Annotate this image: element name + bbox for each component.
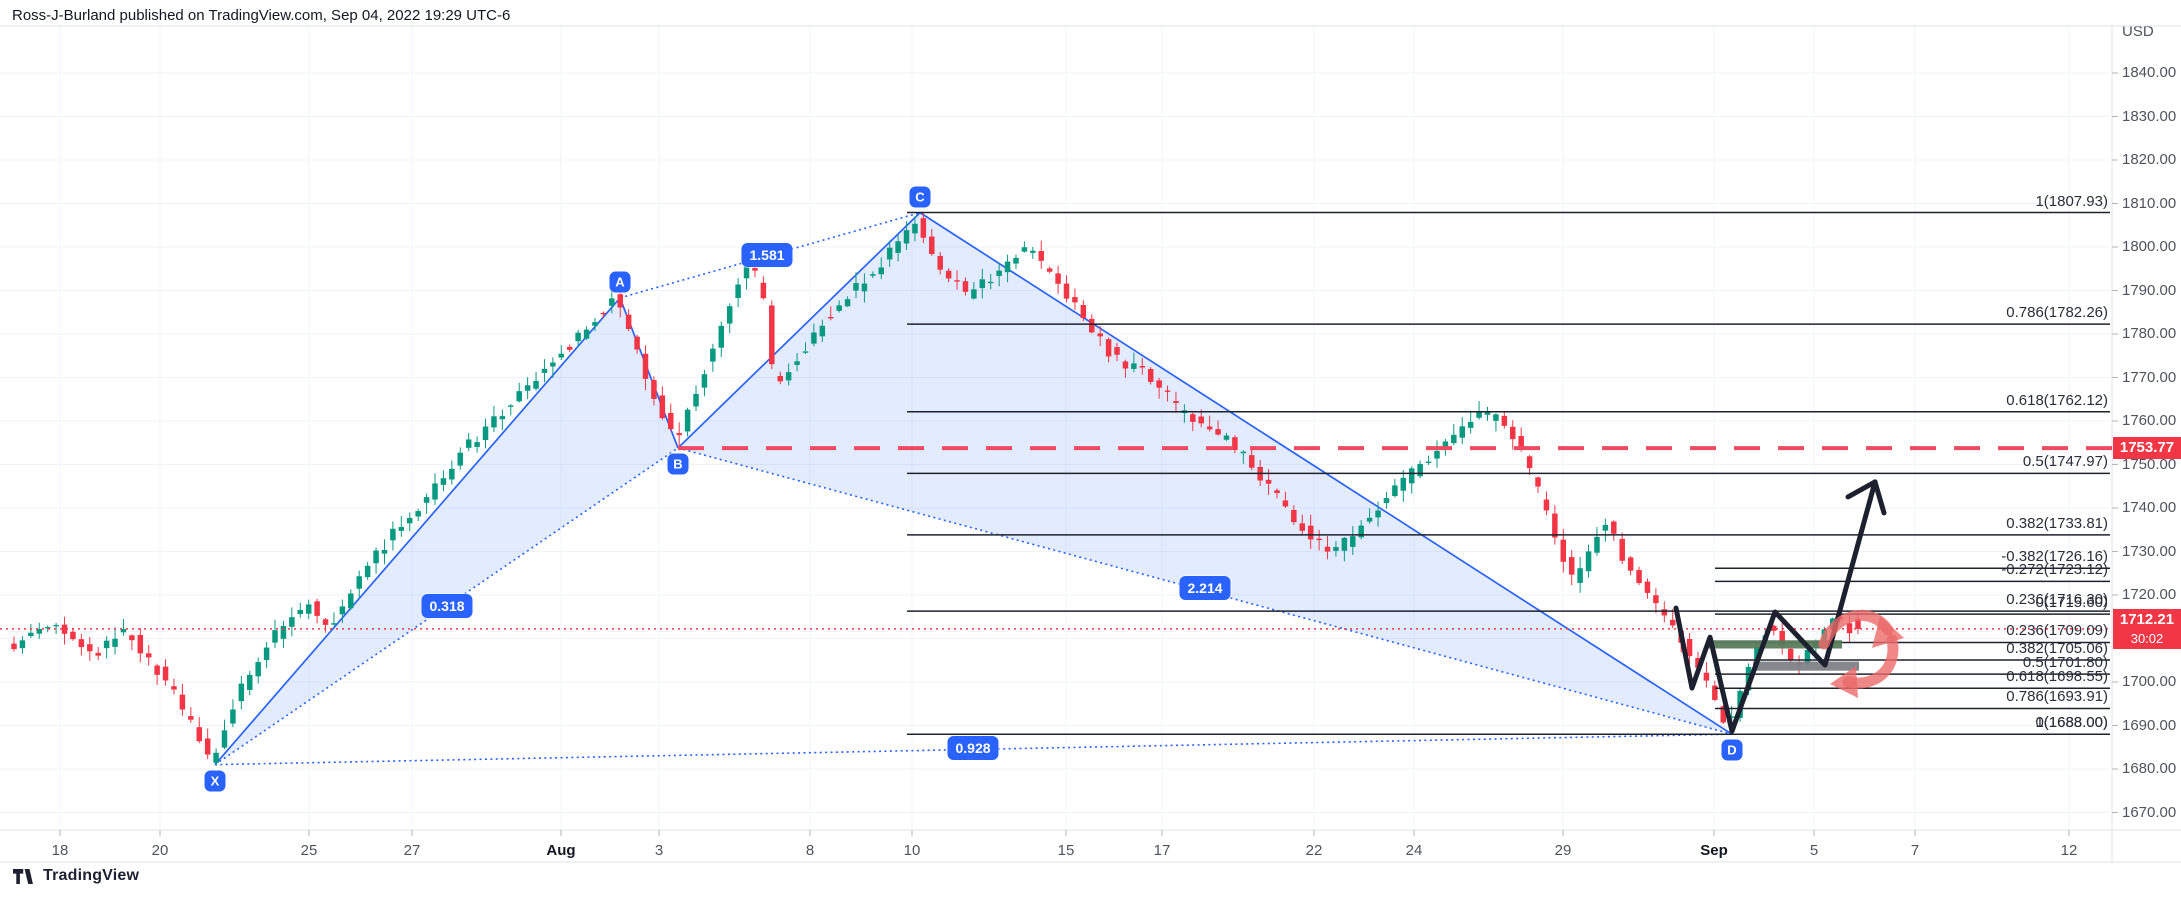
tradingview-logo-text: TradingView <box>43 867 140 884</box>
projection-arrow <box>1673 479 1878 734</box>
price-axis-currency-label: USD <box>2122 23 2154 40</box>
pattern-ratio-1.581[interactable]: 1.581 <box>741 242 793 267</box>
current-price-label: 1712.21 30:02 <box>2113 608 2181 649</box>
bar-countdown: 30:02 <box>2130 630 2164 646</box>
alert-price-label: 1753.77 <box>2113 437 2181 460</box>
support-zone-green <box>1708 640 1842 649</box>
alert-price-value: 1753.77 <box>2119 439 2175 457</box>
tradingview-logo[interactable]: TradingView <box>12 867 139 885</box>
pattern-point-B[interactable]: B <box>667 453 689 475</box>
pattern-point-X[interactable]: X <box>204 770 226 792</box>
attribution-text: Ross-J-Burland published on TradingView.… <box>12 7 511 24</box>
pattern-ratio-0.928[interactable]: 0.928 <box>947 736 999 761</box>
pattern-ratio-2.214[interactable]: 2.214 <box>1179 576 1231 601</box>
pattern-point-C[interactable]: C <box>909 186 931 208</box>
current-price-value: 1712.21 <box>2119 610 2175 628</box>
support-zone-gray <box>1753 661 1859 671</box>
pattern-ratio-0.318[interactable]: 0.318 <box>421 594 473 619</box>
pattern-point-D[interactable]: D <box>1721 739 1743 761</box>
tradingview-logo-icon <box>13 868 33 884</box>
pattern-point-A[interactable]: A <box>609 271 631 293</box>
